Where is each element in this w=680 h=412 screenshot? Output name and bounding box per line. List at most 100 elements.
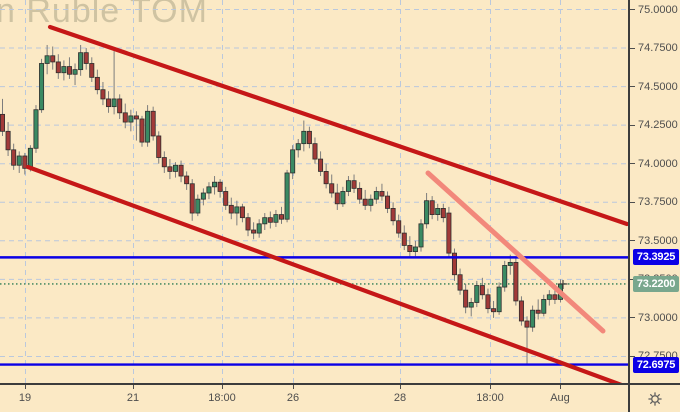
candle: [83, 48, 89, 70]
candle: [50, 46, 56, 70]
bear-candle-body: [0, 113, 5, 132]
candle: [440, 203, 446, 223]
candle: [156, 131, 162, 164]
candle: [530, 305, 536, 332]
candle: [485, 288, 491, 314]
bull-candle-body: [345, 180, 351, 192]
price-badge[interactable]: 73.2200: [633, 275, 679, 292]
chart-plot-area[interactable]: n Ruble TOM: [0, 0, 628, 383]
time-tick: [25, 385, 26, 389]
bear-candle-body: [485, 294, 491, 310]
price-axis-label: 74.2500: [638, 119, 678, 132]
price-tick: [630, 86, 635, 88]
candle: [463, 283, 469, 314]
time-tick: [222, 385, 223, 389]
candle: [468, 297, 474, 317]
candle: [39, 58, 45, 113]
candle: [61, 60, 67, 81]
time-axis-label: 21: [126, 392, 140, 404]
candle: [474, 280, 480, 308]
bear-candle-body: [139, 118, 145, 143]
bull-candle-body: [418, 223, 424, 248]
candle: [357, 182, 363, 204]
bear-candle-body: [318, 158, 324, 172]
bear-candle-body: [22, 155, 28, 169]
price-badge[interactable]: 72.6975: [633, 356, 679, 373]
bear-candle-body: [440, 208, 446, 219]
price-axis-label: 73.5000: [638, 234, 678, 247]
bear-candle-body: [100, 89, 106, 100]
bear-candle-body: [457, 274, 463, 291]
candle: [546, 290, 552, 306]
bull-candle-body: [16, 155, 22, 166]
candlestick-chart: [0, 0, 628, 383]
upper-channel-line[interactable]: [47, 24, 628, 227]
time-axis-label: 28: [393, 392, 407, 404]
price-tick: [630, 355, 635, 357]
lower-channel-line[interactable]: [25, 164, 627, 383]
candle: [407, 236, 413, 257]
candle: [223, 186, 229, 210]
inner-trendline[interactable]: [425, 170, 606, 334]
bear-candle-body: [217, 181, 223, 192]
candle: [435, 203, 441, 221]
bear-candle-body: [161, 157, 167, 168]
candle: [290, 145, 296, 180]
bull-candle-body: [295, 143, 301, 151]
bear-candle-body: [267, 217, 273, 223]
price-axis-label: 75.0000: [638, 3, 678, 16]
candle: [228, 197, 234, 220]
candle: [524, 316, 530, 365]
bear-candle-body: [89, 63, 95, 78]
bear-candle-body: [156, 135, 162, 158]
candle: [139, 115, 145, 147]
settings-gear-button[interactable]: [645, 389, 665, 409]
candle: [11, 143, 17, 170]
bear-candle-body: [66, 66, 72, 75]
bear-candle-body: [55, 61, 61, 74]
candle: [128, 109, 134, 132]
candle: [117, 94, 123, 119]
bull-candle-body: [368, 198, 374, 206]
bull-candle-body: [61, 66, 67, 74]
candle: [267, 211, 273, 229]
candle: [100, 81, 106, 106]
time-axis[interactable]: 19 21 18:00 26 28 18:00 Aug: [0, 383, 628, 412]
price-axis[interactable]: 75.0000 74.7500 74.5000 74.2500 74.0000 73.75…: [628, 0, 680, 383]
bull-candle-body: [412, 246, 418, 252]
candle: [312, 137, 318, 164]
bear-candle-body: [379, 191, 385, 197]
bull-candle-body: [39, 63, 45, 111]
bull-candle-body: [128, 115, 134, 123]
bull-candle-body: [502, 265, 508, 288]
candle: [373, 186, 379, 204]
candle: [16, 151, 22, 173]
bull-candle-body: [273, 214, 279, 223]
candle: [351, 174, 357, 193]
bear-candle-body: [463, 289, 469, 308]
candle: [0, 98, 5, 136]
bull-candle-body: [435, 208, 441, 215]
candle: [262, 213, 268, 231]
bear-candle-body: [334, 192, 340, 205]
bear-candle-body: [518, 300, 524, 322]
bear-candle-body: [223, 191, 229, 206]
time-tick: [133, 385, 134, 389]
candle: [345, 176, 351, 197]
candle: [535, 299, 541, 320]
time-tick: [293, 385, 294, 389]
candle: [496, 282, 502, 315]
price-badge[interactable]: 73.3925: [633, 249, 679, 266]
candle: [66, 57, 72, 79]
bear-candle-body: [239, 206, 245, 219]
bear-candle-body: [122, 112, 128, 123]
bull-candle-body: [206, 186, 212, 194]
bear-candle-body: [251, 229, 257, 234]
candle: [145, 105, 151, 147]
instrument-watermark: n Ruble TOM: [0, 0, 208, 30]
bear-candle-body: [94, 76, 100, 91]
time-tick: [560, 385, 561, 389]
candle: [55, 54, 61, 79]
time-tick: [400, 385, 401, 389]
